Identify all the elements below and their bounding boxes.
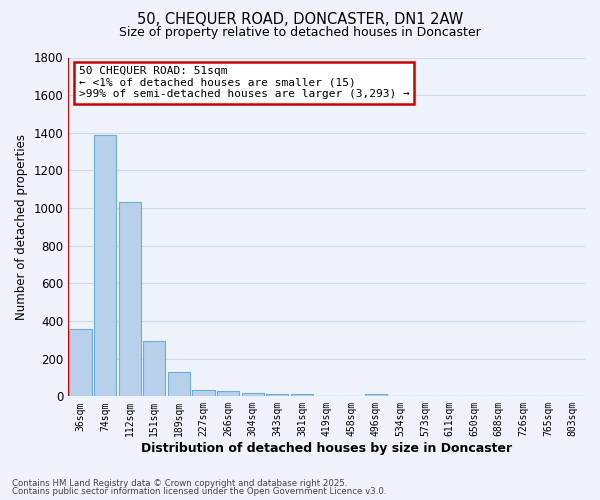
Bar xyxy=(217,391,239,396)
Bar xyxy=(70,328,92,396)
Bar xyxy=(94,134,116,396)
Bar xyxy=(168,372,190,396)
Bar xyxy=(242,392,264,396)
Text: Size of property relative to detached houses in Doncaster: Size of property relative to detached ho… xyxy=(119,26,481,39)
Y-axis label: Number of detached properties: Number of detached properties xyxy=(15,134,28,320)
Bar xyxy=(143,341,166,396)
Bar xyxy=(365,394,387,396)
Bar xyxy=(119,202,141,396)
Bar xyxy=(291,394,313,396)
X-axis label: Distribution of detached houses by size in Doncaster: Distribution of detached houses by size … xyxy=(141,442,512,455)
Text: 50 CHEQUER ROAD: 51sqm
← <1% of detached houses are smaller (15)
>99% of semi-de: 50 CHEQUER ROAD: 51sqm ← <1% of detached… xyxy=(79,66,409,99)
Bar xyxy=(193,390,215,396)
Text: Contains public sector information licensed under the Open Government Licence v3: Contains public sector information licen… xyxy=(12,487,386,496)
Bar xyxy=(266,394,289,396)
Text: Contains HM Land Registry data © Crown copyright and database right 2025.: Contains HM Land Registry data © Crown c… xyxy=(12,478,347,488)
Text: 50, CHEQUER ROAD, DONCASTER, DN1 2AW: 50, CHEQUER ROAD, DONCASTER, DN1 2AW xyxy=(137,12,463,28)
